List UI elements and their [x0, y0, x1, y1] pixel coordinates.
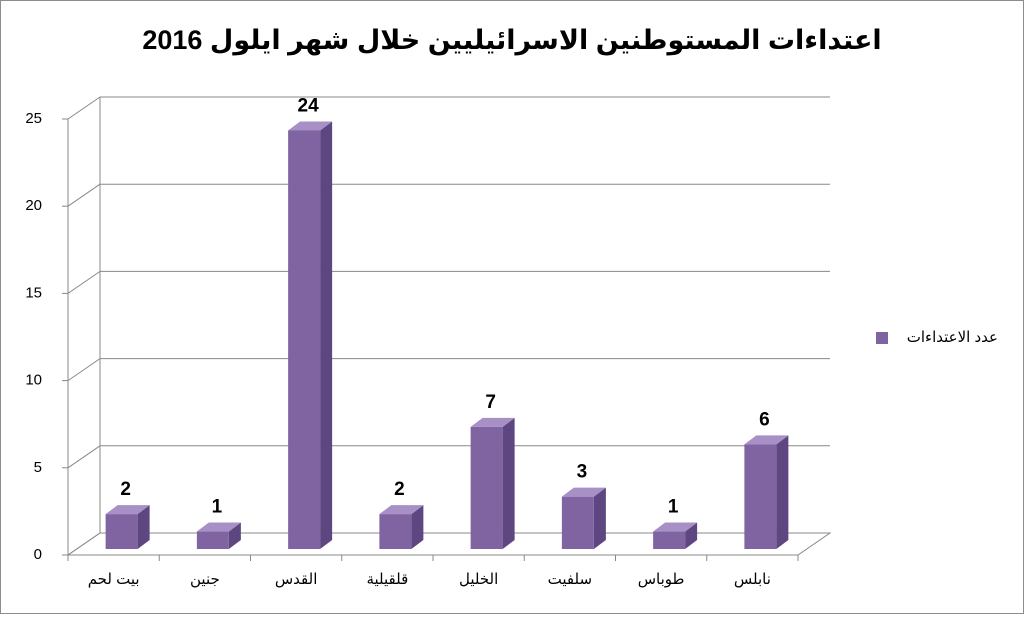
bar-top — [379, 505, 424, 515]
bar-front — [653, 531, 686, 549]
bar-top — [196, 522, 241, 532]
bar — [744, 435, 789, 549]
y-tick-label: 15 — [25, 284, 42, 301]
bar — [470, 417, 515, 549]
bar-top — [105, 505, 150, 515]
bar-side — [776, 435, 789, 549]
bar-top — [744, 435, 789, 445]
data-label: 1 — [212, 497, 223, 518]
y-tick-label: 0 — [34, 546, 42, 563]
bar — [288, 121, 333, 549]
grid-line — [67, 183, 101, 207]
bar-front — [105, 514, 138, 549]
x-tick-label: قلقيلية — [366, 571, 408, 588]
legend-swatch — [876, 332, 888, 344]
bar-front — [196, 531, 229, 549]
data-label: 1 — [668, 497, 679, 518]
bar-side — [137, 505, 150, 549]
chart-title: اعتداءات المستوطنين الاسرائيليين خلال شه… — [142, 25, 881, 56]
bar — [379, 505, 424, 549]
bar-front — [561, 496, 594, 549]
bar-front — [744, 444, 777, 549]
data-label: 6 — [759, 409, 770, 430]
bar-top — [653, 522, 698, 532]
x-tick-label: الخليل — [459, 571, 498, 588]
grid-line — [67, 96, 101, 120]
bar-top — [470, 417, 515, 427]
data-label: 2 — [120, 479, 131, 500]
x-tick-label: بيت لحم — [88, 571, 140, 588]
grid-line — [67, 532, 101, 556]
y-tick-label: 5 — [34, 459, 42, 476]
data-label: 3 — [577, 462, 588, 483]
bar-side — [502, 417, 515, 549]
grid-line — [67, 445, 101, 469]
y-tick-label: 20 — [25, 197, 42, 214]
data-label: 2 — [394, 479, 405, 500]
data-label: 7 — [485, 392, 496, 413]
x-tick-label: جنين — [190, 571, 220, 588]
data-label: 24 — [298, 95, 320, 116]
bar-side — [411, 505, 424, 549]
x-tick-label: القدس — [275, 571, 318, 588]
bar-top — [288, 121, 333, 131]
y-tick-label: 10 — [25, 372, 42, 389]
x-tick-label: طوباس — [638, 571, 685, 588]
grid-line — [67, 270, 101, 294]
floor — [66, 532, 832, 556]
bar-front — [470, 426, 503, 549]
grid-line — [67, 358, 101, 382]
x-tick-label: نابلس — [734, 571, 771, 588]
bar — [196, 522, 241, 549]
bar-side — [320, 121, 333, 549]
bar — [105, 505, 150, 549]
bar — [653, 522, 698, 549]
bar-front — [379, 514, 412, 549]
x-tick-label: سلفيت — [548, 571, 592, 588]
bar-side — [685, 522, 698, 549]
bar — [561, 487, 606, 549]
y-tick-label: 25 — [25, 110, 42, 127]
bar-front — [288, 130, 321, 549]
legend-label: عدد الاعتداءات — [907, 329, 998, 346]
bar-side — [228, 522, 241, 549]
bar-side — [593, 487, 606, 549]
bar-top — [561, 487, 606, 497]
